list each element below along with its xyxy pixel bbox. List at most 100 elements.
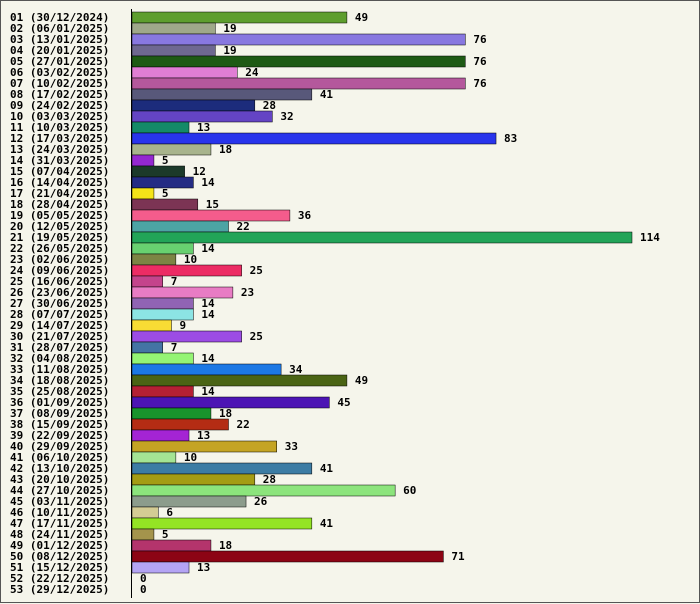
bar <box>131 440 277 453</box>
bar <box>131 110 273 123</box>
bar <box>131 264 242 277</box>
bar <box>131 286 234 299</box>
value-label: 41 <box>320 517 334 530</box>
value-label: 5 <box>162 154 169 167</box>
value-label: 45 <box>337 396 350 409</box>
bar <box>131 99 256 112</box>
category-label: 01 (30/12/2024) <box>10 11 109 24</box>
bar <box>131 473 256 486</box>
category-label: 39 (22/09/2025) <box>10 429 109 442</box>
category-label: 15 (07/04/2025) <box>10 165 109 178</box>
value-label: 26 <box>254 495 268 508</box>
category-label: 33 (11/08/2025) <box>10 363 109 376</box>
bar <box>131 451 177 464</box>
category-label: 10 (03/03/2025) <box>10 110 109 123</box>
category-label: 30 (21/07/2025) <box>10 330 109 343</box>
bar <box>131 143 212 156</box>
value-label: 76 <box>473 33 487 46</box>
value-label: 9 <box>179 319 186 332</box>
value-label: 25 <box>250 264 263 277</box>
bars-group: 01 (30/12/2024) 49 02 (06/01/2025) 19 03 (13… <box>10 11 660 596</box>
category-label: 37 (08/09/2025) <box>10 407 109 420</box>
category-label: 12 (17/03/2025) <box>10 132 109 145</box>
category-label: 29 (14/07/2025) <box>10 319 109 332</box>
category-label: 50 (08/12/2025) <box>10 550 109 563</box>
category-label: 22 (26/05/2025) <box>10 242 109 255</box>
value-label: 41 <box>320 462 334 475</box>
bar <box>131 385 194 398</box>
category-label: 25 (16/06/2025) <box>10 275 109 288</box>
category-label: 06 (03/02/2025) <box>10 66 109 79</box>
value-label: 34 <box>289 363 303 376</box>
category-label: 38 (15/09/2025) <box>10 418 109 431</box>
bar <box>131 319 172 332</box>
category-label: 18 (28/04/2025) <box>10 198 109 211</box>
bar <box>131 11 348 24</box>
value-label: 49 <box>355 11 368 24</box>
category-label: 52 (22/12/2025) <box>10 572 109 585</box>
value-label: 32 <box>280 110 293 123</box>
category-label: 04 (20/01/2025) <box>10 44 109 57</box>
category-label: 23 (02/06/2025) <box>10 253 109 266</box>
value-label: 14 <box>201 385 215 398</box>
bar <box>131 154 155 167</box>
category-label: 16 (14/04/2025) <box>10 176 109 189</box>
category-label: 35 (25/08/2025) <box>10 385 109 398</box>
value-label: 33 <box>285 440 298 453</box>
category-label: 53 (29/12/2025) <box>10 583 109 596</box>
value-label: 25 <box>250 330 263 343</box>
category-label: 02 (06/01/2025) <box>10 22 109 35</box>
value-label: 10 <box>184 451 197 464</box>
category-label: 26 (23/06/2025) <box>10 286 109 299</box>
bar <box>131 275 163 288</box>
bar <box>131 165 185 178</box>
value-label: 19 <box>223 44 236 57</box>
value-label: 14 <box>201 297 215 310</box>
bar <box>131 539 212 552</box>
category-label: 27 (30/06/2025) <box>10 297 109 310</box>
value-label: 13 <box>197 121 210 134</box>
value-label: 22 <box>236 418 249 431</box>
value-label: 13 <box>197 561 210 574</box>
bar <box>131 352 194 365</box>
bar <box>131 297 194 310</box>
value-label: 18 <box>219 143 232 156</box>
category-label: 19 (05/05/2025) <box>10 209 109 222</box>
category-label: 32 (04/08/2025) <box>10 352 109 365</box>
value-label: 0 <box>140 572 147 585</box>
category-label: 43 (20/10/2025) <box>10 473 109 486</box>
category-label: 20 (12/05/2025) <box>10 220 109 233</box>
bar <box>131 198 199 211</box>
category-label: 17 (21/04/2025) <box>10 187 109 200</box>
value-label: 5 <box>162 528 169 541</box>
bar <box>131 341 163 354</box>
bar <box>131 231 633 244</box>
bar <box>131 55 466 68</box>
value-label: 24 <box>245 66 259 79</box>
category-label: 21 (19/05/2025) <box>10 231 109 244</box>
bar <box>131 374 348 387</box>
value-label: 83 <box>504 132 517 145</box>
category-label: 09 (24/02/2025) <box>10 99 109 112</box>
bar <box>131 44 216 57</box>
bar <box>131 528 155 541</box>
bar <box>131 253 177 266</box>
value-label: 18 <box>219 407 232 420</box>
bar <box>131 407 212 420</box>
bar <box>131 220 229 233</box>
bar <box>131 66 238 79</box>
category-label: 08 (17/02/2025) <box>10 88 109 101</box>
value-label: 7 <box>171 341 178 354</box>
value-label: 6 <box>166 506 173 519</box>
value-label: 23 <box>241 286 254 299</box>
value-label: 18 <box>219 539 232 552</box>
category-label: 03 (13/01/2025) <box>10 33 109 46</box>
value-label: 28 <box>263 99 276 112</box>
bar <box>131 462 313 475</box>
bar <box>131 121 190 134</box>
category-label: 07 (10/02/2025) <box>10 77 109 90</box>
bar <box>131 517 313 530</box>
bar <box>131 22 216 35</box>
